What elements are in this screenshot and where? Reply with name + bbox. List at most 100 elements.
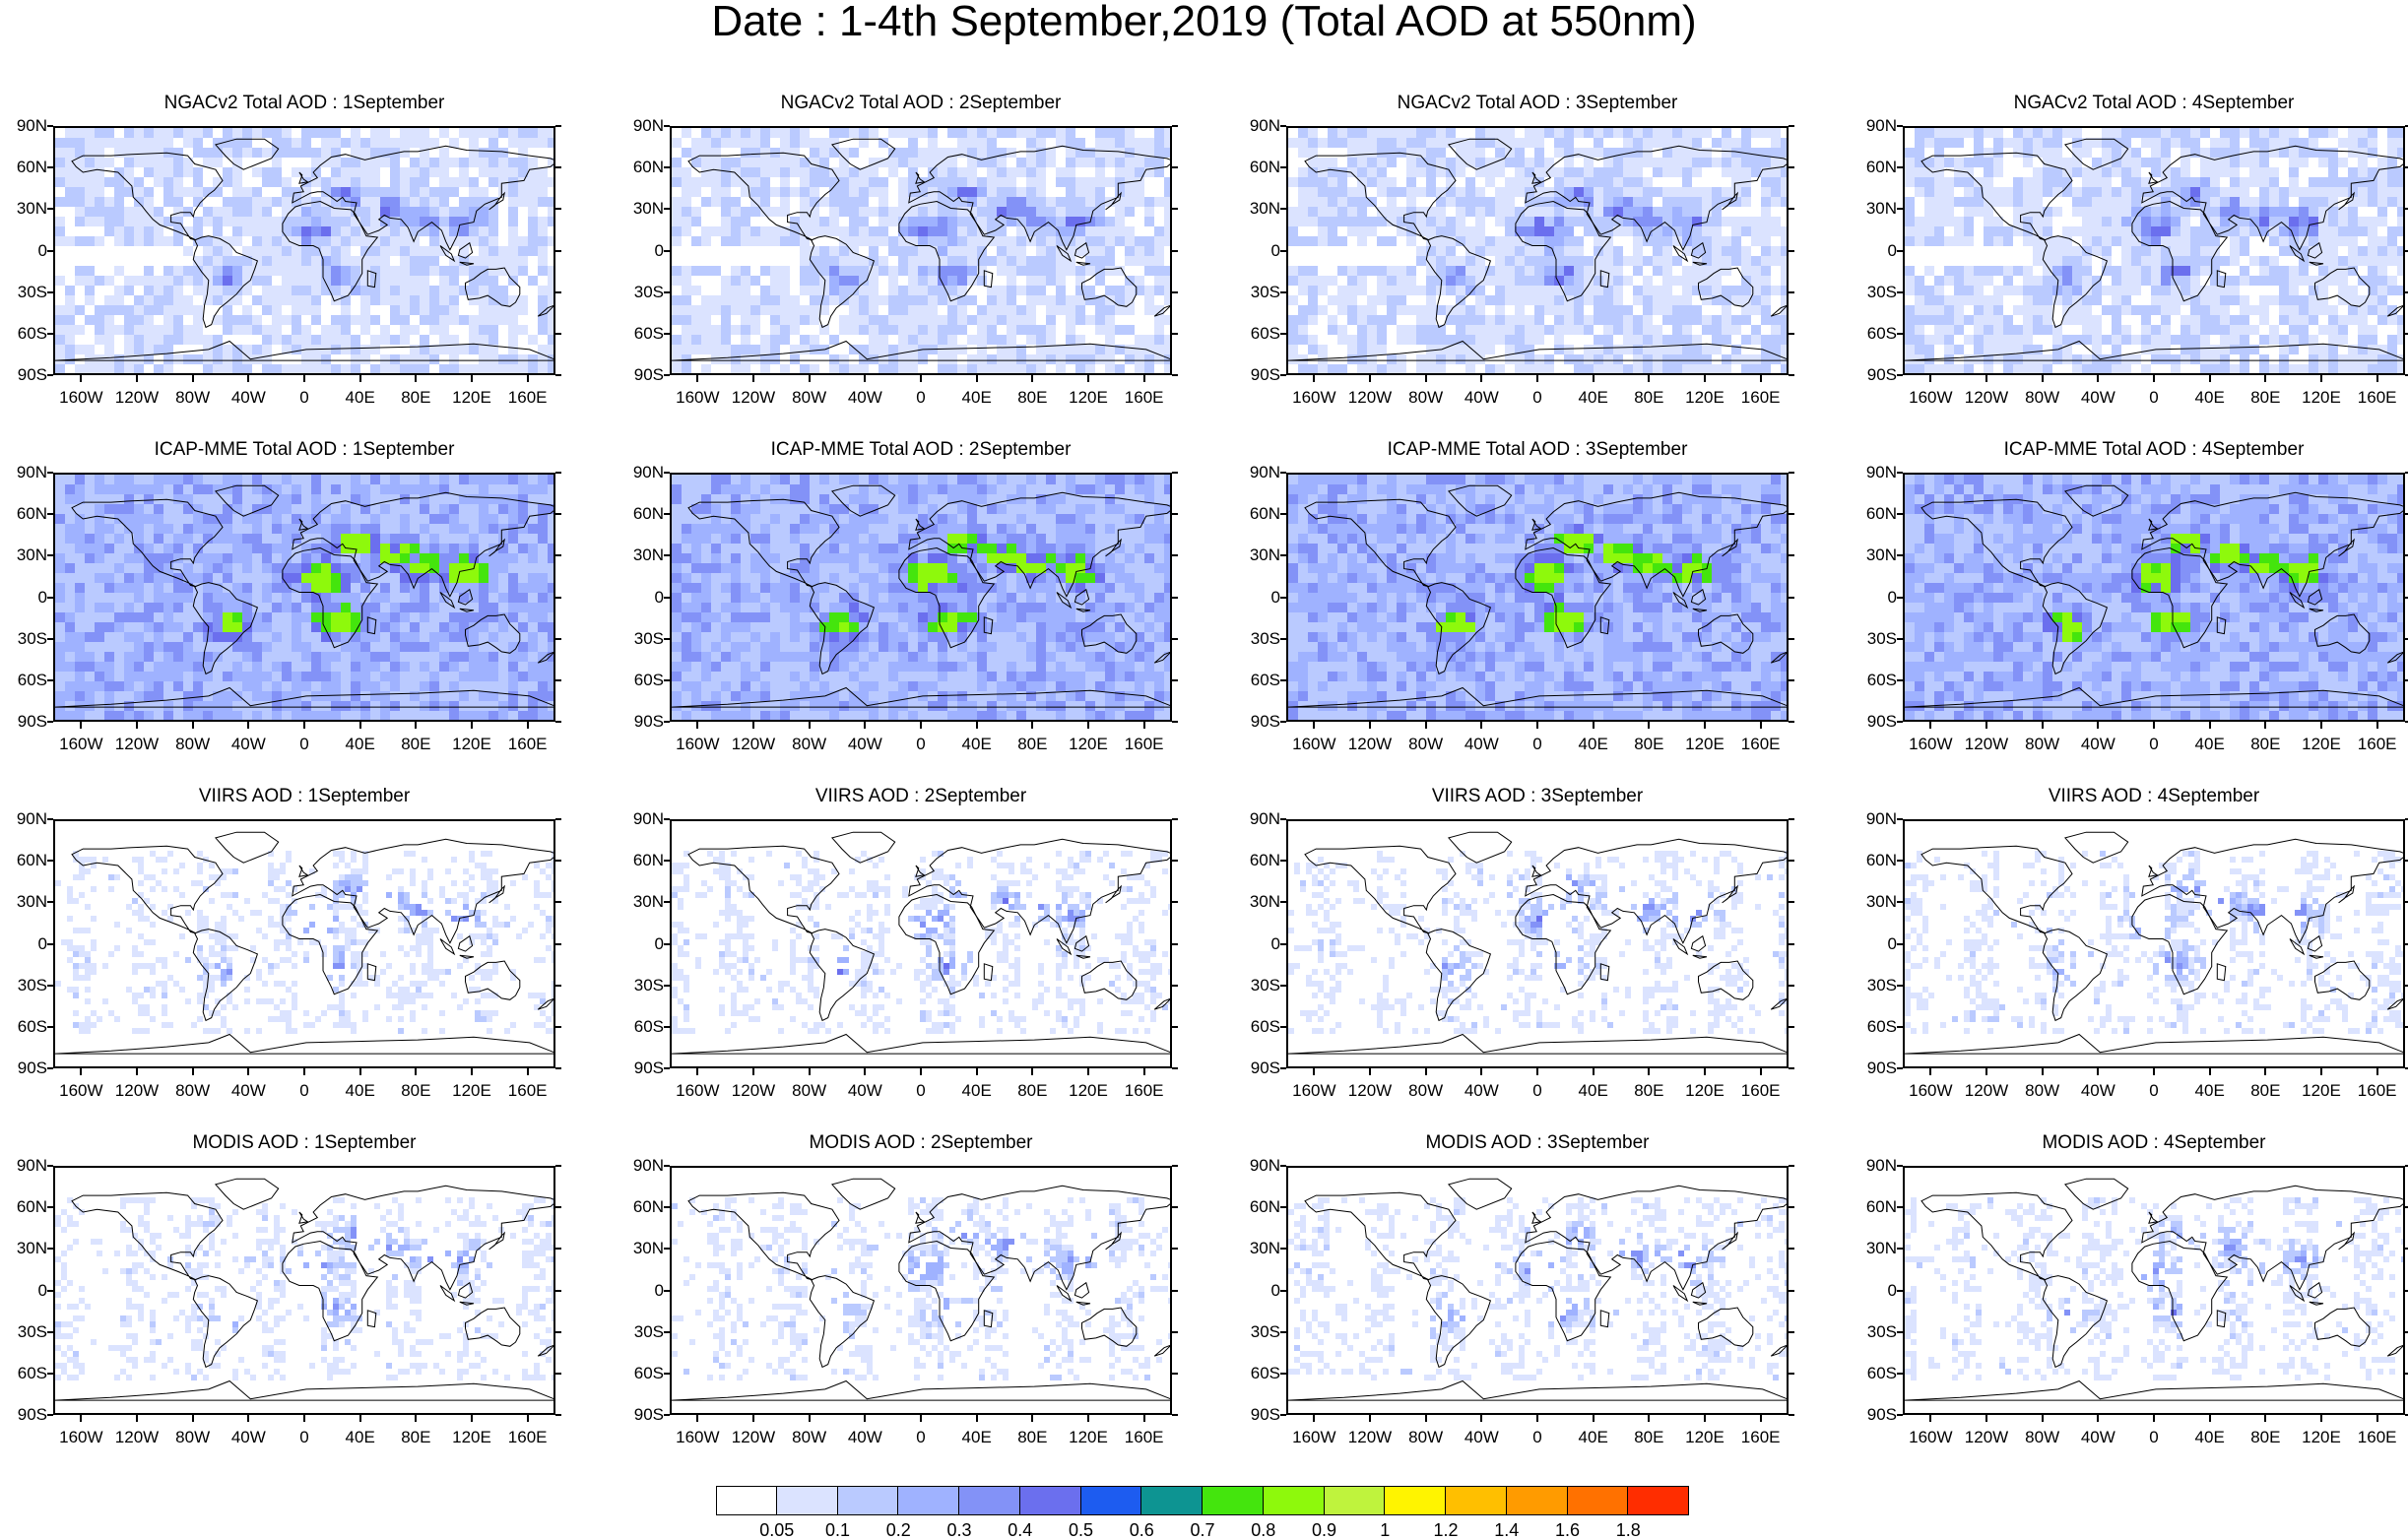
lat-tick — [47, 679, 53, 681]
lat-tick-label: 30N — [617, 546, 664, 563]
lon-tick — [1929, 1068, 1931, 1075]
lon-tick-label: 40E — [947, 736, 1007, 752]
lon-tick-label: 80W — [1397, 1429, 1456, 1445]
lon-tick-label: 80W — [1397, 1082, 1456, 1099]
lon-tick-label: 80E — [1619, 1429, 1678, 1445]
lat-tick-label: 90N — [1850, 464, 1897, 481]
lon-tick-label: 0 — [2124, 1082, 2183, 1099]
lon-tick-label: 120E — [1059, 1082, 1118, 1099]
lon-tick-label: 120W — [107, 389, 166, 406]
lon-tick — [2320, 1415, 2322, 1422]
lat-tick — [47, 513, 53, 515]
lat-tick-label: 0 — [617, 242, 664, 259]
lon-tick — [136, 375, 138, 382]
colorbar-swatch — [838, 1486, 899, 1515]
lat-tick — [555, 860, 561, 862]
lat-tick — [1789, 1026, 1794, 1028]
lon-tick — [1313, 1068, 1315, 1075]
lat-tick — [1280, 1414, 1286, 1416]
lat-tick — [1280, 513, 1286, 515]
lon-tick — [809, 1415, 811, 1422]
lon-tick-label: 120E — [442, 1429, 501, 1445]
lat-tick — [1897, 721, 1903, 723]
panel-title: NGACv2 Total AOD : 4September — [1898, 93, 2408, 114]
lat-tick-label: 90N — [617, 810, 664, 827]
lat-tick — [47, 638, 53, 640]
lat-tick — [664, 638, 670, 640]
lat-tick — [555, 901, 561, 903]
lat-tick — [1789, 943, 1794, 945]
lon-tick-label: 40E — [2180, 736, 2240, 752]
lon-tick — [2376, 375, 2378, 382]
lat-tick — [1172, 1206, 1178, 1208]
lat-tick — [1280, 333, 1286, 335]
aod-map — [1286, 126, 1789, 375]
lat-tick-label: 60S — [1233, 672, 1280, 688]
lat-tick — [1280, 472, 1286, 474]
lat-tick — [555, 1206, 561, 1208]
lon-tick-label: 0 — [275, 736, 334, 752]
lat-tick-label: 0 — [0, 242, 47, 259]
lat-tick — [47, 721, 53, 723]
lon-tick-label: 160W — [1901, 736, 1960, 752]
lon-tick-label: 120E — [442, 389, 501, 406]
lat-tick-label: 90N — [1233, 464, 1280, 481]
lat-tick — [47, 1373, 53, 1375]
lon-tick — [920, 375, 922, 382]
lon-tick — [752, 375, 754, 382]
panel-title: ICAP-MME Total AOD : 4September — [1898, 439, 2408, 461]
lat-tick — [1172, 860, 1178, 862]
lat-tick-label: 30N — [1850, 893, 1897, 910]
lat-tick — [1172, 333, 1178, 335]
lon-tick-label: 160E — [2348, 389, 2407, 406]
colorbar-label: 0.1 — [809, 1521, 868, 1539]
lat-tick-label: 0 — [1233, 935, 1280, 952]
lon-tick-label: 80E — [1003, 1082, 1062, 1099]
lat-tick — [555, 1331, 561, 1333]
lat-tick-label: 90S — [1850, 713, 1897, 730]
lon-tick-label: 40E — [331, 389, 390, 406]
lat-tick — [1897, 208, 1903, 210]
lon-tick-label: 40W — [219, 736, 278, 752]
lon-tick-label: 160E — [2348, 1082, 2407, 1099]
lon-tick — [2376, 1415, 2378, 1422]
lat-tick — [1897, 943, 1903, 945]
lon-tick-label: 40W — [835, 1429, 894, 1445]
lon-tick — [247, 375, 249, 382]
lon-tick-label: 120W — [724, 1429, 783, 1445]
lat-tick-label: 60N — [0, 1198, 47, 1215]
panel-title: ICAP-MME Total AOD : 1September — [48, 439, 560, 461]
panel-title: NGACv2 Total AOD : 2September — [665, 93, 1177, 114]
lon-tick — [415, 722, 417, 729]
colorbar-swatch — [1203, 1486, 1264, 1515]
lat-tick-label: 30S — [1233, 1323, 1280, 1340]
lat-tick-label: 30N — [1233, 546, 1280, 563]
lat-tick — [664, 166, 670, 168]
lon-tick — [2042, 375, 2044, 382]
lat-tick-label: 30N — [617, 893, 664, 910]
lon-tick-label: 0 — [1508, 1082, 1567, 1099]
colorbar-swatch — [1446, 1486, 1507, 1515]
lon-tick — [2320, 722, 2322, 729]
lon-tick-label: 0 — [2124, 736, 2183, 752]
lon-tick — [1929, 722, 1931, 729]
lat-tick-label: 30N — [1850, 200, 1897, 217]
lon-tick — [1985, 375, 1987, 382]
lon-tick — [1704, 1068, 1706, 1075]
lat-tick — [664, 943, 670, 945]
colorbar-label: 1.6 — [1538, 1521, 1597, 1539]
lat-tick — [664, 472, 670, 474]
lon-tick-label: 40W — [2068, 1429, 2127, 1445]
lat-tick — [1789, 472, 1794, 474]
lat-tick — [555, 679, 561, 681]
lon-tick — [696, 1068, 698, 1075]
lat-tick-label: 60S — [617, 672, 664, 688]
lat-tick — [1789, 554, 1794, 556]
lat-tick — [47, 1165, 53, 1167]
colorbar-swatch — [959, 1486, 1020, 1515]
lon-tick-label: 80W — [2013, 389, 2072, 406]
lon-tick — [1760, 1068, 1762, 1075]
lon-tick — [1313, 722, 1315, 729]
lat-tick-label: 90N — [1850, 117, 1897, 134]
lat-tick-label: 30N — [1233, 1240, 1280, 1256]
